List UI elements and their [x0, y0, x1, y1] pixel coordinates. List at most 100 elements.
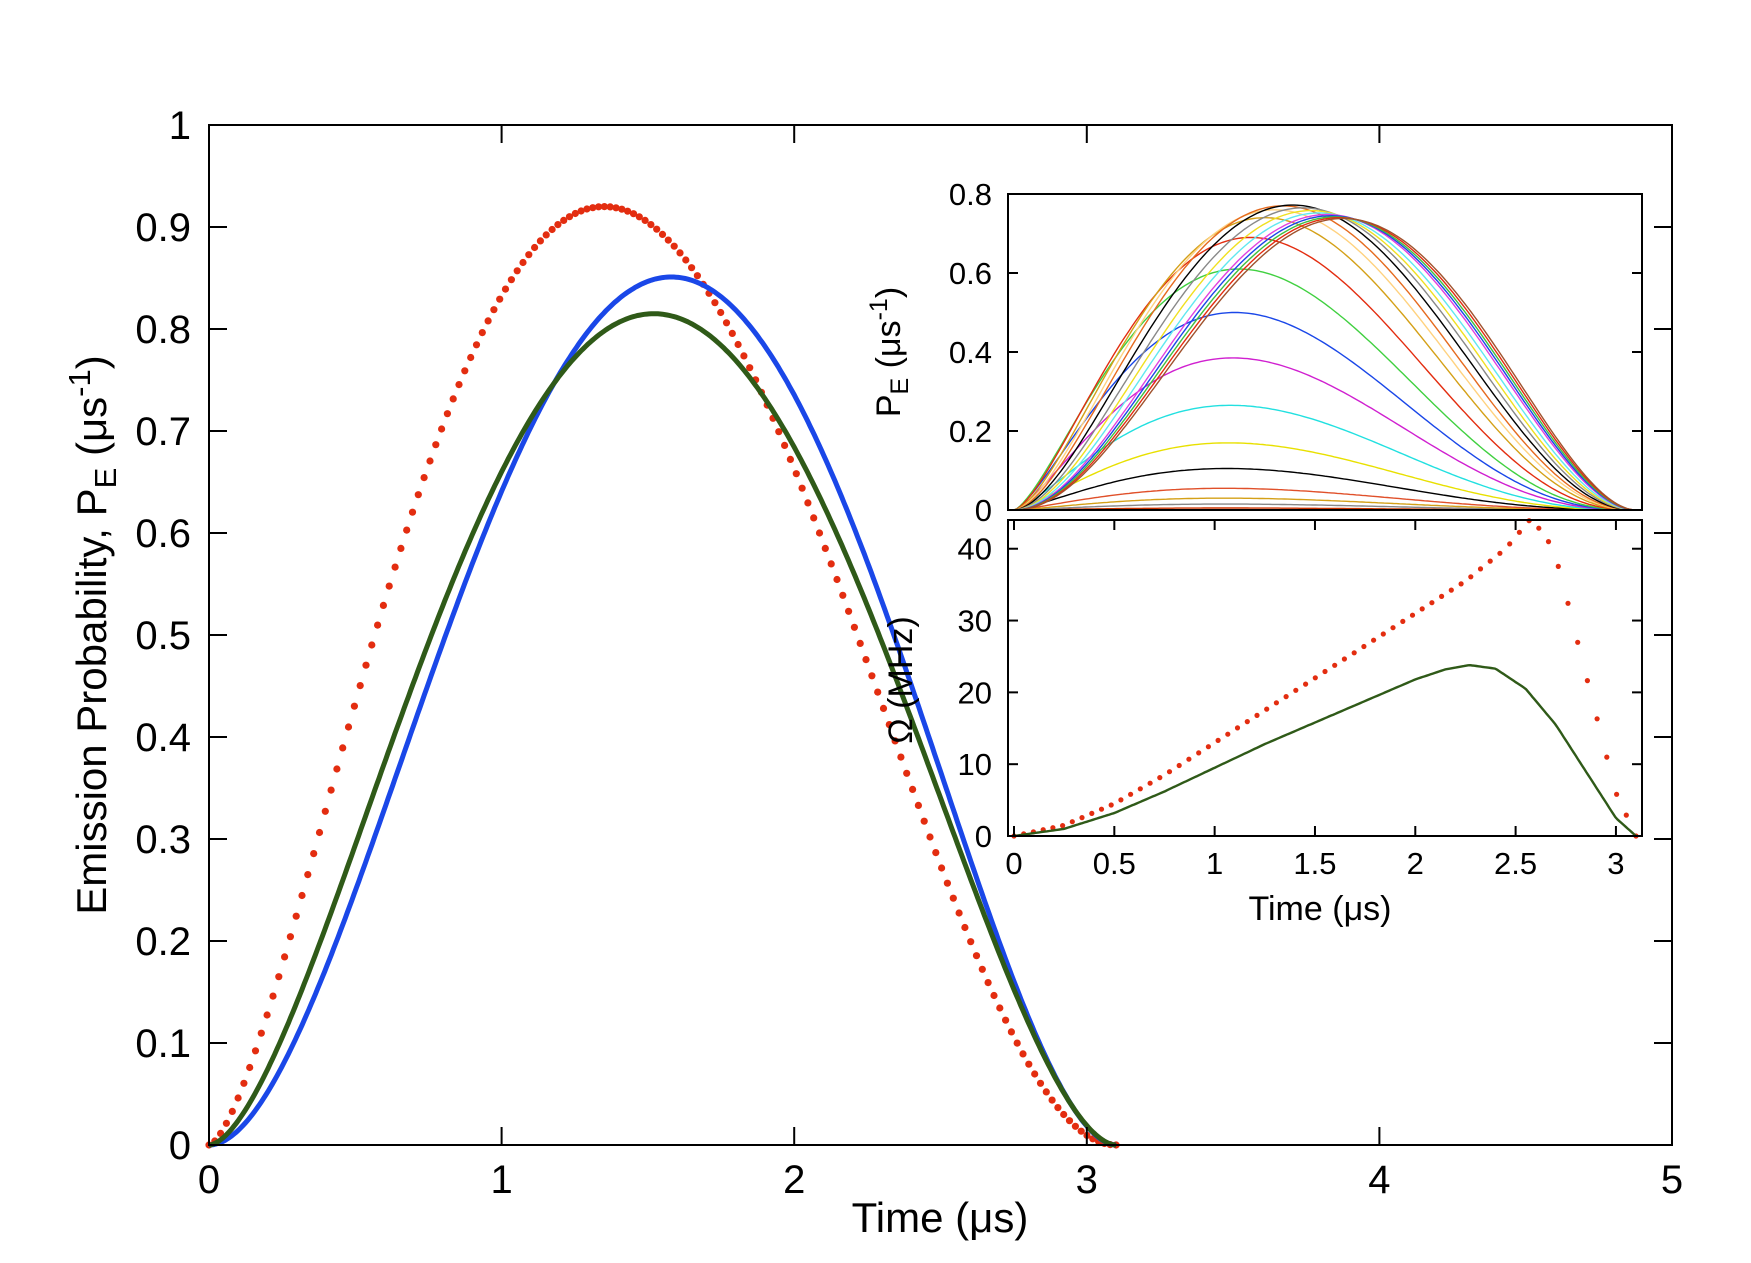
main-red-dot-point [595, 203, 603, 211]
y-tick-label: 0.6 [949, 256, 992, 291]
main-red-dot-point [374, 621, 382, 629]
main-red-dot-point [391, 563, 399, 571]
inset-bottom-red-dot-point [1196, 750, 1202, 756]
inset-bottom-red-dot-point [1419, 606, 1425, 612]
main-red-dot-point [368, 641, 376, 649]
main-red-dot-point [321, 807, 329, 815]
inset-bottom-red-dot-point [1215, 737, 1221, 744]
inset-bottom-red-dot-point [1458, 581, 1464, 587]
inset-bottom-red-dot-point [1098, 806, 1105, 812]
main-red-dot-point [722, 319, 731, 327]
inset-top-curve-7 [1013, 404, 1636, 511]
main-red-dot-point [432, 441, 440, 449]
main-red-dot-point [996, 1004, 1004, 1012]
inset-top-y-axis-label: PE (μs-1) [865, 287, 914, 417]
inset-bottom-series-group [1011, 518, 1639, 839]
main-red-dot-point [600, 203, 609, 211]
inset-bottom-red-dot-point [1604, 754, 1610, 760]
main-red-dot-point [438, 425, 446, 433]
main-red-dot-point [281, 953, 289, 961]
main-red-dot-point [967, 938, 975, 946]
main-red-dot-point [682, 256, 690, 264]
main-red-dot-point [670, 242, 678, 250]
main-red-dot-point [920, 817, 928, 825]
main-red-dot-point [443, 410, 451, 418]
main-red-dot-point [688, 264, 696, 272]
inset-bottom-red-dot-point [1429, 600, 1435, 606]
main-green-curve [208, 311, 1117, 1148]
main-red-dot-point [804, 499, 812, 507]
inset-bottom-red-dot-point [1448, 587, 1454, 593]
inset-bottom-red-dot-point [1176, 762, 1182, 769]
main-red-dot-point [315, 828, 324, 837]
inset-top-curve-5 [1013, 467, 1636, 511]
y-tick-label: 10 [958, 747, 992, 782]
main-red-dot-point [961, 923, 969, 932]
main-red-dot-point [234, 1094, 242, 1102]
inset-top-curve-13 [1013, 209, 1636, 511]
inset-bottom-red-dot-point [1205, 744, 1211, 750]
main-red-dot-point [862, 656, 870, 664]
main-red-dot-point [565, 213, 574, 221]
main-red-dot-point [240, 1079, 248, 1087]
main-red-dot-point [420, 474, 428, 482]
main-red-dot-point [740, 352, 748, 360]
main-red-dot-point [298, 891, 306, 900]
main-red-dot-point [1060, 1110, 1068, 1119]
inset-bottom-red-dot-point [1351, 650, 1357, 656]
main-red-dot-point [397, 544, 405, 553]
inset-bottom-red-dot-point [1108, 802, 1114, 808]
main-y-axis-label: Emission Probability, PE (μs-1) [62, 355, 123, 915]
y-tick-label: 0.5 [135, 614, 191, 658]
inset-bottom-red-dot-point [1312, 675, 1318, 681]
main-red-dot-point [1077, 1127, 1085, 1135]
y-tick-label: 0 [169, 1124, 191, 1168]
main-red-dot-point [1054, 1104, 1062, 1112]
main-red-dot-point [658, 230, 667, 238]
inset-bottom-red-dot-point [1303, 681, 1309, 687]
y-tick-label: 0.7 [135, 410, 191, 454]
main-red-dot-point [339, 744, 347, 752]
y-tick-label: 0.9 [135, 206, 191, 250]
y-tick-label: 0.8 [135, 308, 191, 352]
main-red-dot-point [874, 688, 882, 696]
main-red-dot-point [845, 607, 853, 615]
y-tick-label: 0 [975, 493, 992, 528]
inset-bottom-red-dot-point [1565, 600, 1571, 606]
inset-top-curve-23 [1013, 217, 1637, 511]
inset-top-curve-4 [1013, 487, 1636, 511]
main-red-dot-point [310, 850, 318, 858]
main-red-dot-point [810, 514, 818, 522]
main-red-dot-point [1019, 1050, 1027, 1058]
inset-bottom-red-dot-point [1244, 719, 1250, 725]
inset-top-curve-17 [1013, 209, 1637, 511]
main-red-dot-point [304, 871, 312, 879]
inset-bottom-red-dot-point [1069, 819, 1075, 825]
inset-top-curve-3 [1013, 497, 1636, 511]
main-red-dot-point [327, 786, 335, 794]
main-red-dot-point [1007, 1028, 1016, 1036]
main-red-dot-point [344, 723, 353, 731]
inset-bottom-red-dot-point [1118, 797, 1124, 803]
main-red-dot-point [275, 973, 283, 981]
main-red-dot-point [909, 785, 917, 794]
main-red-dot-point [798, 484, 806, 492]
main-red-dot-point [792, 470, 800, 478]
main-red-dot-point [850, 623, 859, 631]
inset-top-curve-11 [1013, 236, 1636, 511]
y-tick-label: 40 [958, 532, 992, 567]
inset-bottom-red-dot-point [1157, 775, 1163, 781]
main-red-dot-point [408, 508, 417, 516]
main-red-dot-point [914, 801, 923, 810]
inset-top-ticks: 0 0.2 0.4 0.6 0.8 [949, 177, 1642, 528]
main-red-dot-point [926, 833, 934, 841]
main-red-dot-point [560, 216, 568, 224]
main-red-dot-point [583, 205, 591, 213]
main-red-dot-point [693, 272, 702, 280]
inset-bottom-red-dot-point [1273, 700, 1279, 706]
main-red-dot-point [1048, 1096, 1056, 1104]
inset-bottom-red-dot-point [1128, 791, 1134, 797]
main-red-dot-point [362, 661, 370, 669]
inset-bottom-red-dot-point [1089, 810, 1095, 817]
